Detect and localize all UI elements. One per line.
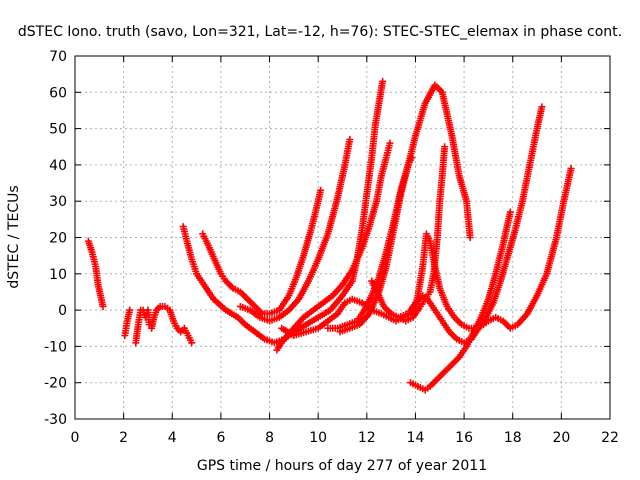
series bbox=[394, 103, 546, 347]
data-marks bbox=[84, 77, 575, 394]
data-point bbox=[538, 103, 546, 111]
data-point bbox=[379, 77, 387, 85]
x-tick-label: 4 bbox=[168, 430, 177, 446]
data-point bbox=[346, 135, 354, 143]
y-tick-label: 70 bbox=[49, 49, 67, 65]
x-tick-label: 2 bbox=[119, 430, 128, 446]
data-point bbox=[317, 186, 325, 194]
series bbox=[407, 208, 514, 394]
x-tick-label: 22 bbox=[601, 430, 619, 446]
y-tick-label: -20 bbox=[44, 376, 67, 392]
data-point bbox=[386, 139, 394, 147]
data-point bbox=[126, 306, 134, 314]
y-tick-label: 40 bbox=[49, 158, 67, 174]
y-tick-label: 50 bbox=[49, 122, 67, 138]
series bbox=[132, 302, 196, 347]
y-axis-label: dSTEC / TECUs bbox=[6, 185, 22, 288]
series bbox=[199, 186, 325, 318]
x-tick-label: 6 bbox=[216, 430, 225, 446]
series bbox=[84, 237, 107, 310]
y-tick-label: 30 bbox=[49, 194, 67, 210]
x-tick-label: 14 bbox=[407, 430, 425, 446]
x-tick-label: 0 bbox=[71, 430, 80, 446]
x-tick-label: 16 bbox=[455, 430, 473, 446]
x-tick-label: 10 bbox=[309, 430, 327, 446]
x-tick-label: 12 bbox=[358, 430, 376, 446]
series bbox=[273, 77, 387, 354]
x-axis-label: GPS time / hours of day 277 of year 2011 bbox=[197, 458, 487, 474]
y-tick-label: -30 bbox=[44, 412, 67, 428]
grid bbox=[75, 56, 610, 419]
data-point bbox=[567, 165, 575, 173]
data-point bbox=[99, 302, 107, 310]
plot-frame bbox=[74, 55, 611, 420]
series bbox=[121, 306, 134, 340]
x-tick-label: 20 bbox=[552, 430, 570, 446]
y-tick-label: 20 bbox=[49, 231, 67, 247]
data-point bbox=[506, 208, 514, 216]
axis-ticks: -30 -20 -10 0 10 20 30 40 50 60 70 0 2 4 6 8 10 12 14 16 18 2… bbox=[44, 49, 619, 446]
data-point bbox=[441, 143, 449, 151]
x-tick-label: 18 bbox=[504, 430, 522, 446]
y-tick-label: 10 bbox=[49, 267, 67, 283]
series bbox=[236, 135, 354, 325]
x-tick-label: 8 bbox=[265, 430, 274, 446]
chart-title: dSTEC Iono. truth (savo, Lon=321, Lat=-1… bbox=[18, 24, 622, 40]
data-point bbox=[466, 234, 474, 241]
y-tick-label: 60 bbox=[49, 85, 67, 101]
y-tick-label: 0 bbox=[58, 303, 67, 319]
data-point bbox=[188, 339, 196, 347]
series bbox=[336, 81, 474, 336]
y-tick-label: -10 bbox=[44, 339, 67, 355]
